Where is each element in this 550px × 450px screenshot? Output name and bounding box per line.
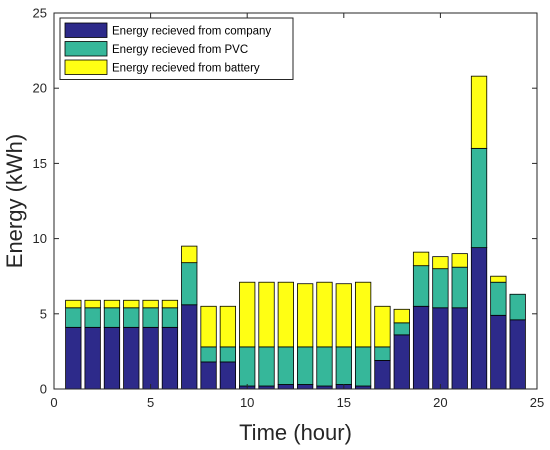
bar-segment-2-hour-13 <box>297 346 314 385</box>
y-axis-ticks: 0 5 10 15 20 25 <box>33 6 537 397</box>
bar-segment-3-hour-8 <box>200 305 217 348</box>
plot-area-frame <box>53 12 538 390</box>
bar-segment-2-hour-12 <box>277 346 294 385</box>
bar-segment-2-hour-7 <box>181 262 198 306</box>
x-tick-label: 0 <box>50 395 57 410</box>
bar-segment-1-hour-12 <box>277 384 294 390</box>
bar-segment-1-hour-20 <box>432 307 449 390</box>
bar-segment-1-hour-22 <box>470 247 488 390</box>
y-axis-title: Energy (kWh) <box>2 134 27 268</box>
bar-segment-2-hour-16 <box>354 346 372 387</box>
bar-segment-2-hour-9 <box>219 346 237 363</box>
bar-segment-1-hour-13 <box>297 384 314 390</box>
bar-segment-1-hour-6 <box>161 326 179 390</box>
bar-segment-1-hour-2 <box>84 326 101 390</box>
bars-layer <box>65 75 526 390</box>
legend-label: Energy recieved from company <box>112 25 271 37</box>
bar-segment-3-hour-6 <box>161 299 179 309</box>
y-tick-label: 25 <box>33 6 47 21</box>
bar-segment-3-hour-11 <box>258 281 275 348</box>
bar-segment-3-hour-20 <box>432 256 449 270</box>
bar-segment-1-hour-1 <box>65 326 82 390</box>
x-tick-label: 5 <box>147 395 154 410</box>
bar-segment-3-hour-12 <box>277 281 294 348</box>
bar-segment-3-hour-3 <box>103 299 121 309</box>
bar-segment-2-hour-15 <box>335 346 352 385</box>
bar-segment-2-hour-14 <box>316 346 333 387</box>
legend: Energy recieved from company Energy recie… <box>59 17 294 80</box>
x-tick-label: 20 <box>433 395 447 410</box>
bar-segment-1-hour-18 <box>393 334 410 390</box>
bar-segment-1-hour-3 <box>103 326 121 390</box>
bar-segment-1-hour-5 <box>142 326 159 390</box>
bar-segment-2-hour-8 <box>200 346 217 363</box>
bar-segment-1-hour-4 <box>123 326 140 390</box>
bar-segment-3-hour-4 <box>123 299 140 309</box>
bar-segment-2-hour-2 <box>84 307 101 328</box>
bar-segment-2-hour-11 <box>258 346 275 387</box>
legend-swatch <box>64 22 108 38</box>
bar-segment-1-hour-9 <box>219 361 237 390</box>
bar-segment-2-hour-23 <box>490 281 507 316</box>
x-axis-title: Time (hour) <box>239 420 352 445</box>
bar-segment-2-hour-10 <box>239 346 256 387</box>
x-tick-label: 15 <box>337 395 351 410</box>
y-tick-label: 5 <box>40 306 47 321</box>
bar-segment-3-hour-7 <box>181 245 198 264</box>
bar-segment-2-hour-20 <box>432 268 449 309</box>
bar-segment-2-hour-22 <box>470 147 488 249</box>
y-tick-label: 15 <box>33 156 47 171</box>
bar-segment-3-hour-15 <box>335 283 352 348</box>
bar-segment-3-hour-10 <box>239 281 256 348</box>
bar-segment-3-hour-1 <box>65 299 82 309</box>
legend-swatch <box>64 41 108 57</box>
x-tick-label: 25 <box>530 395 544 410</box>
x-tick-label: 10 <box>240 395 254 410</box>
bar-segment-2-hour-18 <box>393 322 410 336</box>
bar-segment-1-hour-21 <box>451 307 468 390</box>
bar-segment-3-hour-16 <box>354 281 372 348</box>
bar-segment-2-hour-1 <box>65 307 82 328</box>
bar-segment-3-hour-22 <box>470 75 488 149</box>
bar-segment-1-hour-8 <box>200 361 217 390</box>
bar-segment-2-hour-24 <box>509 293 526 321</box>
bar-segment-3-hour-21 <box>451 253 468 268</box>
bar-segment-3-hour-5 <box>142 299 159 309</box>
bar-segment-1-hour-19 <box>412 305 430 390</box>
x-axis-ticks: 0 5 10 15 20 25 <box>50 13 544 410</box>
bar-segment-3-hour-9 <box>219 305 237 348</box>
legend-label: Energy recieved from PVC <box>112 44 248 56</box>
y-tick-label: 0 <box>40 382 47 397</box>
bar-segment-2-hour-5 <box>142 307 159 328</box>
bar-segment-3-hour-13 <box>297 283 314 348</box>
legend-swatch <box>64 59 108 75</box>
bar-segment-2-hour-6 <box>161 307 179 328</box>
bar-segment-1-hour-23 <box>490 314 507 390</box>
bar-segment-2-hour-19 <box>412 265 430 307</box>
y-tick-label: 10 <box>33 231 47 246</box>
bar-segment-1-hour-7 <box>181 304 198 390</box>
bar-segment-3-hour-2 <box>84 299 101 309</box>
legend-label: Energy recieved from battery <box>112 62 260 74</box>
y-tick-label: 20 <box>33 81 47 96</box>
bar-segment-2-hour-4 <box>123 307 140 328</box>
bar-segment-3-hour-23 <box>490 275 507 283</box>
bar-segment-2-hour-21 <box>451 266 468 309</box>
bar-segment-1-hour-17 <box>374 360 391 390</box>
bar-segment-1-hour-24 <box>509 319 526 390</box>
bar-segment-3-hour-19 <box>412 251 430 267</box>
bar-segment-3-hour-18 <box>393 308 410 324</box>
bar-segment-2-hour-3 <box>103 307 121 328</box>
bar-segment-2-hour-17 <box>374 346 391 361</box>
bar-segment-3-hour-17 <box>374 305 391 348</box>
bar-segment-3-hour-14 <box>316 281 333 348</box>
